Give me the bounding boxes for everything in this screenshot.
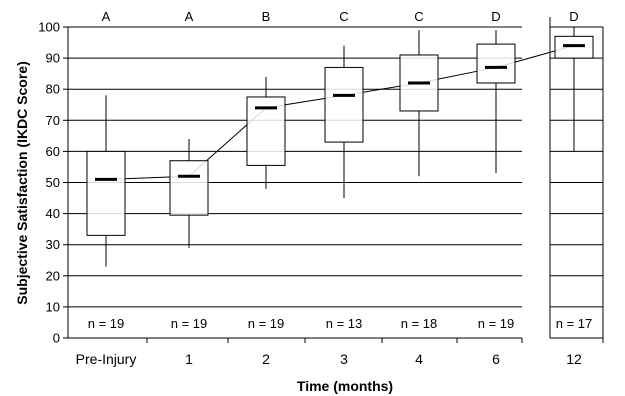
axis-break xyxy=(522,17,551,338)
gridlines xyxy=(68,26,604,338)
y-tick-label-90: 90 xyxy=(46,51,60,66)
n-label-5: n = 19 xyxy=(478,316,515,331)
x-tick-label-4: 4 xyxy=(415,351,423,367)
n-label-3: n = 13 xyxy=(326,316,363,331)
x-tick-label-2: 2 xyxy=(262,351,270,367)
y-tick-label-30: 30 xyxy=(46,237,60,252)
x-tick-label-6: 12 xyxy=(566,351,582,367)
box-iqr xyxy=(324,66,364,143)
x-tick-label-1: 1 xyxy=(185,351,193,367)
axes xyxy=(63,26,604,343)
boxes xyxy=(86,27,594,267)
group-label-2: B xyxy=(262,9,271,24)
x-tick-label-3: 3 xyxy=(340,351,348,367)
group-label-6: D xyxy=(569,9,578,24)
n-label-4: n = 18 xyxy=(401,316,438,331)
y-tick-label-50: 50 xyxy=(46,175,60,190)
x-tick-label-5: 6 xyxy=(492,351,500,367)
y-tick-label-70: 70 xyxy=(46,113,60,128)
box-2 xyxy=(246,76,286,189)
y-tick-label-40: 40 xyxy=(46,206,60,221)
box-5 xyxy=(476,30,516,174)
axis-break-band xyxy=(522,17,550,338)
box-1 xyxy=(169,138,209,248)
n-label-2: n = 19 xyxy=(248,316,285,331)
x-tick-label-0: Pre-Injury xyxy=(76,351,137,367)
box-iqr xyxy=(86,150,126,236)
n-label-0: n = 19 xyxy=(88,316,125,331)
y-tick-label-10: 10 xyxy=(46,299,60,314)
group-label-3: C xyxy=(339,9,348,24)
box-4 xyxy=(399,30,439,177)
box-0 xyxy=(86,95,126,267)
y-axis-title: Subjective Satisfaction (IKDC Score) xyxy=(14,61,30,305)
y-tick-label-0: 0 xyxy=(53,331,60,346)
y-tick-label-20: 20 xyxy=(46,268,60,283)
y-tick-label-80: 80 xyxy=(46,82,60,97)
box-iqr xyxy=(554,35,594,59)
group-label-4: C xyxy=(414,9,423,24)
n-label-1: n = 19 xyxy=(171,316,208,331)
box-3 xyxy=(324,45,364,199)
y-tick-label-100: 100 xyxy=(38,20,60,35)
box-iqr xyxy=(169,160,209,216)
n-label-6: n = 17 xyxy=(556,316,593,331)
group-label-5: D xyxy=(491,9,500,24)
group-label-0: A xyxy=(102,9,111,24)
box-iqr xyxy=(246,96,286,166)
box-iqr xyxy=(476,43,516,84)
y-tick-label-60: 60 xyxy=(46,144,60,159)
group-label-1: A xyxy=(185,9,194,24)
box-6 xyxy=(554,27,594,152)
x-axis-title: Time (months) xyxy=(297,378,393,394)
